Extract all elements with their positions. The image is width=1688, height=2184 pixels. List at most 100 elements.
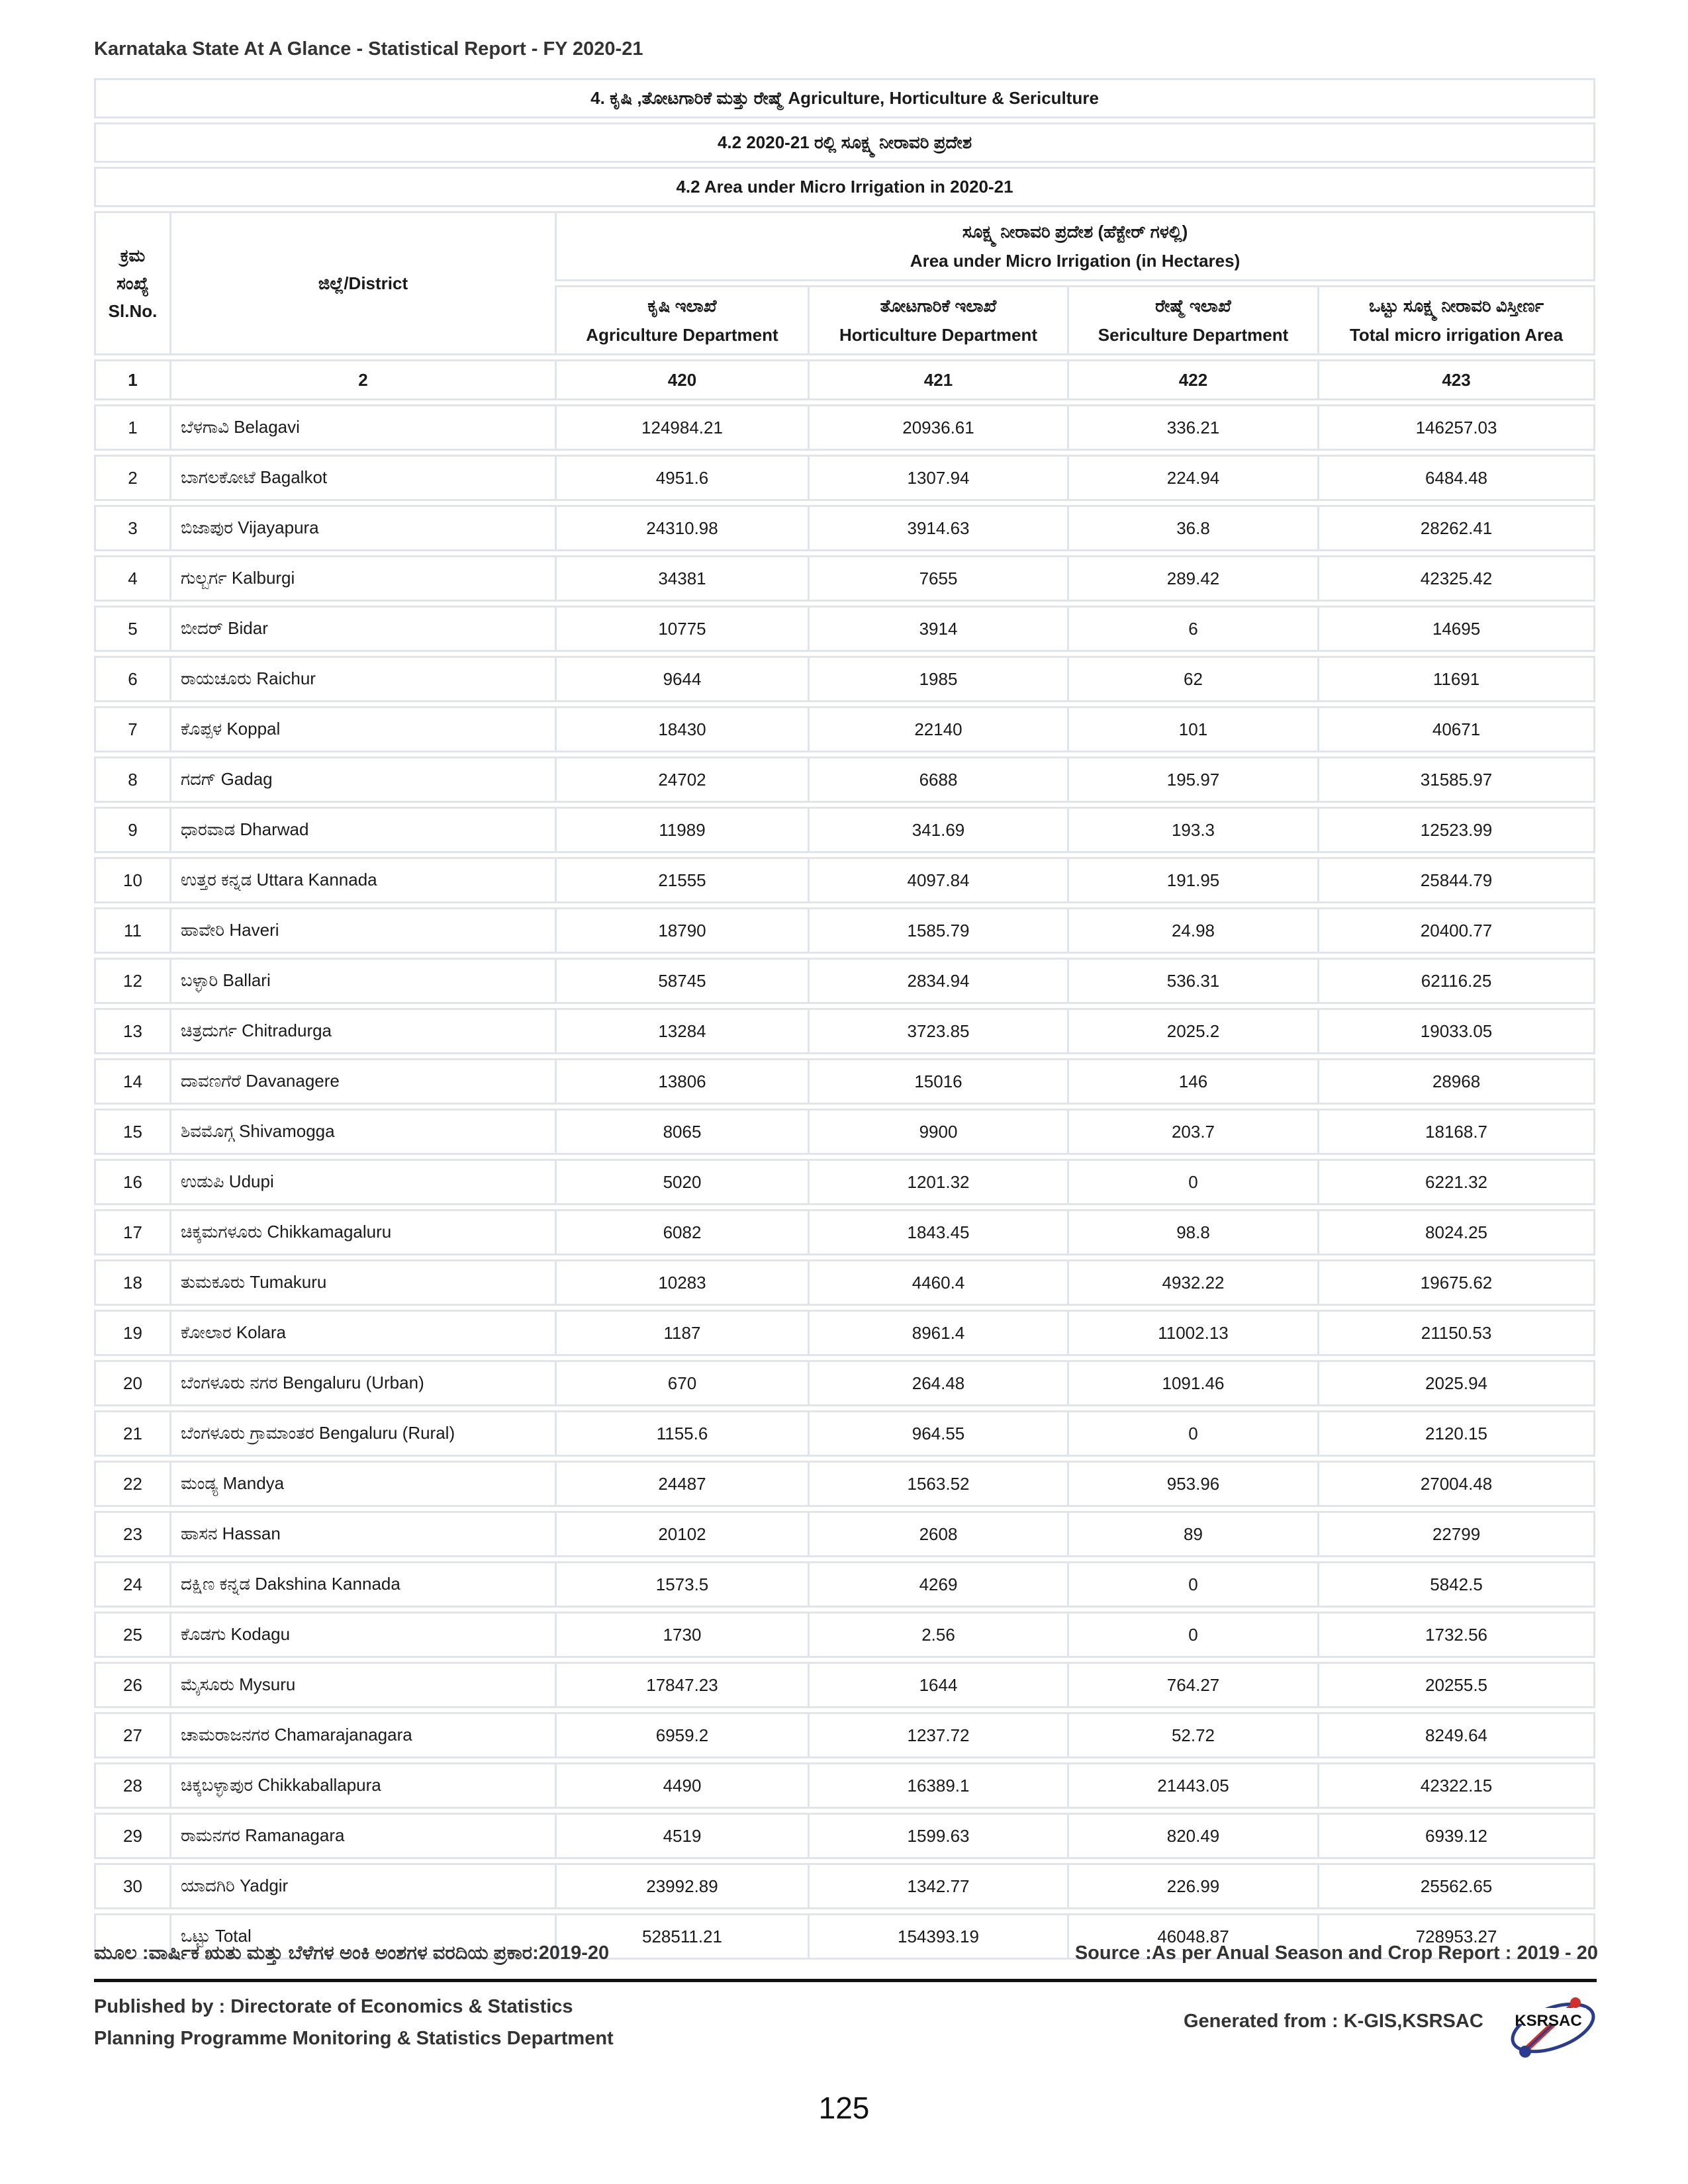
cell-horticulture: 1342.77 <box>808 1863 1067 1909</box>
header-sericulture: ರೇಷ್ಮೆ ಇಲಾಖೆ Sericulture Department <box>1067 285 1317 355</box>
ksrsac-logo <box>1511 1997 1595 2058</box>
cell-total: 6221.32 <box>1317 1159 1596 1205</box>
cell-slno: 8 <box>94 756 169 803</box>
cell-sericulture: 0 <box>1067 1159 1317 1205</box>
table-row: 19 ಕೋಲಾರ Kolara 1187 8961.4 11002.13 21150.53 <box>94 1310 1596 1356</box>
cell-slno: 13 <box>94 1008 169 1054</box>
table-row: 28 ಚಿಕ್ಕಬಳ್ಳಾಪುರ Chikkaballapura 4490 16389… <box>94 1762 1596 1809</box>
cell-horticulture: 1985 <box>808 656 1067 702</box>
column-number: 1 <box>94 359 169 400</box>
cell-sericulture: 953.96 <box>1067 1461 1317 1507</box>
table-row: 8 ಗದಗ್ Gadag 24702 6688 195.97 31585.97 <box>94 756 1596 803</box>
source-note-kannada: ಮೂಲ :ವಾರ್ಷಿಕ ಋತು ಮತ್ತು ಬೆಳೆಗಳ ಅಂಕಿ ಅಂಶಗಳ… <box>94 1942 610 1964</box>
cell-district: ಕೊಪ್ಪಳ Koppal <box>169 706 555 752</box>
cell-sericulture: 193.3 <box>1067 807 1317 853</box>
cell-district: ಬಿಜಾಪುರ Vijayapura <box>169 505 555 551</box>
table-row: 23 ಹಾಸನ Hassan 20102 2608 89 22799 <box>94 1511 1596 1557</box>
cell-sericulture: 11002.13 <box>1067 1310 1317 1356</box>
cell-total: 5842.5 <box>1317 1561 1596 1608</box>
cell-horticulture: 2608 <box>808 1511 1067 1557</box>
cell-horticulture: 264.48 <box>808 1360 1067 1406</box>
cell-agriculture: 18790 <box>555 907 808 954</box>
cell-total: 42322.15 <box>1317 1762 1596 1809</box>
cell-slno: 23 <box>94 1511 169 1557</box>
cell-total: 20255.5 <box>1317 1662 1596 1708</box>
cell-horticulture: 4269 <box>808 1561 1067 1608</box>
cell-total: 14695 <box>1317 606 1596 652</box>
cell-slno: 24 <box>94 1561 169 1608</box>
header-total: ಒಟ್ಟು ಸೂಕ್ಷ್ಮ ನೀರಾವರಿ ವಿಸ್ತೀರ್ಣ Total mi… <box>1317 285 1596 355</box>
cell-agriculture: 4519 <box>555 1813 808 1859</box>
cell-district: ಮಂಡ್ಯ Mandya <box>169 1461 555 1507</box>
table-subtitle-english: 4.2 Area under Micro Irrigation in 2020-… <box>94 167 1596 207</box>
cell-total: 18168.7 <box>1317 1109 1596 1155</box>
footer-divider <box>94 1979 1597 1982</box>
cell-slno: 3 <box>94 505 169 551</box>
cell-horticulture: 7655 <box>808 555 1067 602</box>
cell-sericulture: 146 <box>1067 1058 1317 1105</box>
cell-sericulture: 203.7 <box>1067 1109 1317 1155</box>
cell-horticulture: 2834.94 <box>808 958 1067 1004</box>
cell-district: ಒಟ್ಟು Total <box>169 1913 555 1960</box>
column-number: 420 <box>555 359 808 400</box>
cell-horticulture: 20936.61 <box>808 404 1067 451</box>
subtitle-kn-row: 4.2 2020-21 ರಲ್ಲಿ ಸೂಕ್ಷ್ಮ ನೀರಾವರಿ ಪ್ರದೇಶ <box>94 122 1596 163</box>
cell-sericulture: 6 <box>1067 606 1317 652</box>
cell-slno: 6 <box>94 656 169 702</box>
cell-district: ಶಿವಮೊಗ್ಗ Shivamogga <box>169 1109 555 1155</box>
cell-slno: 5 <box>94 606 169 652</box>
cell-total: 21150.53 <box>1317 1310 1596 1356</box>
cell-slno: 14 <box>94 1058 169 1105</box>
cell-horticulture: 9900 <box>808 1109 1067 1155</box>
cell-horticulture: 15016 <box>808 1058 1067 1105</box>
header-sericulture-kannada: ರೇಷ್ಮೆ ಇಲಾಖೆ <box>1155 296 1231 316</box>
cell-horticulture: 3914.63 <box>808 505 1067 551</box>
generated-from: Generated from : K-GIS,KSRSAC <box>1184 2011 1483 2032</box>
cell-district: ಹಾವೇರಿ Haveri <box>169 907 555 954</box>
cell-total: 1732.56 <box>1317 1612 1596 1658</box>
cell-slno: 22 <box>94 1461 169 1507</box>
department-name: Planning Programme Monitoring & Statisti… <box>94 2028 614 2049</box>
cell-agriculture: 8065 <box>555 1109 808 1155</box>
cell-agriculture: 1730 <box>555 1612 808 1658</box>
cell-slno: 16 <box>94 1159 169 1205</box>
ksrsac-logo-text: KSRSAC <box>1515 2012 1582 2030</box>
cell-horticulture: 4097.84 <box>808 857 1067 903</box>
table-row: 7 ಕೊಪ್ಪಳ Koppal 18430 22140 101 40671 <box>94 706 1596 752</box>
cell-total: 6939.12 <box>1317 1813 1596 1859</box>
table-row: 1 ಬೆಳಗಾವಿ Belagavi 124984.21 20936.61 336.21… <box>94 404 1596 451</box>
cell-district: ತುಮಕೂರು Tumakuru <box>169 1259 555 1306</box>
irrigation-table-container: 4. ಕೃಷಿ ,ತೋಟಗಾರಿಕೆ ಮತ್ತು ರೇಷ್ಮೆ Agricult… <box>94 78 1596 1964</box>
cell-total: 19033.05 <box>1317 1008 1596 1054</box>
header-slno: ಕ್ರಮ ಸಂಖ್ಯೆ Sl.No. <box>94 211 169 355</box>
table-row: 6 ರಾಯಚೂರು Raichur 9644 1985 62 11691 <box>94 656 1596 702</box>
cell-total: 25844.79 <box>1317 857 1596 903</box>
table-row: 13 ಚಿತ್ರದುರ್ಗ Chitradurga 13284 3723.85 2025… <box>94 1008 1596 1054</box>
cell-slno: 9 <box>94 807 169 853</box>
cell-horticulture: 3723.85 <box>808 1008 1067 1054</box>
report-title: Karnataka State At A Glance - Statistica… <box>94 38 643 60</box>
table-row: 14 ದಾವಣಗೆರೆ Davanagere 13806 15016 146 28968 <box>94 1058 1596 1105</box>
table-row: 5 ಬೀದರ್ Bidar 10775 3914 6 14695 <box>94 606 1596 652</box>
cell-district: ಬೆಂಗಳೂರು ಗ್ರಾಮಾಂತರ Bengaluru (Rural) <box>169 1410 555 1457</box>
table-row: 15 ಶಿವಮೊಗ್ಗ Shivamogga 8065 9900 203.7 18168.… <box>94 1109 1596 1155</box>
cell-slno: 12 <box>94 958 169 1004</box>
table-subtitle-kannada: 4.2 2020-21 ರಲ್ಲಿ ಸೂಕ್ಷ್ಮ ನೀರಾವರಿ ಪ್ರದೇಶ <box>94 122 1596 163</box>
cell-slno: 10 <box>94 857 169 903</box>
cell-district: ಯಾದಗಿರಿ Yadgir <box>169 1863 555 1909</box>
cell-district: ಕೊಡಗು Kodagu <box>169 1612 555 1658</box>
cell-total: 2120.15 <box>1317 1410 1596 1457</box>
cell-sericulture: 820.49 <box>1067 1813 1317 1859</box>
cell-agriculture: 1155.6 <box>555 1410 808 1457</box>
cell-agriculture: 6082 <box>555 1209 808 1255</box>
cell-agriculture: 23992.89 <box>555 1863 808 1909</box>
cell-sericulture: 226.99 <box>1067 1863 1317 1909</box>
cell-agriculture: 10775 <box>555 606 808 652</box>
cell-sericulture: 1091.46 <box>1067 1360 1317 1406</box>
cell-horticulture: 964.55 <box>808 1410 1067 1457</box>
cell-sericulture: 4932.22 <box>1067 1259 1317 1306</box>
table-row: 10 ಉತ್ತರ ಕನ್ನಡ Uttara Kannada 21555 4097.84… <box>94 857 1596 903</box>
cell-district: ದಾವಣಗೆರೆ Davanagere <box>169 1058 555 1105</box>
cell-total: 2025.94 <box>1317 1360 1596 1406</box>
cell-slno: 1 <box>94 404 169 451</box>
